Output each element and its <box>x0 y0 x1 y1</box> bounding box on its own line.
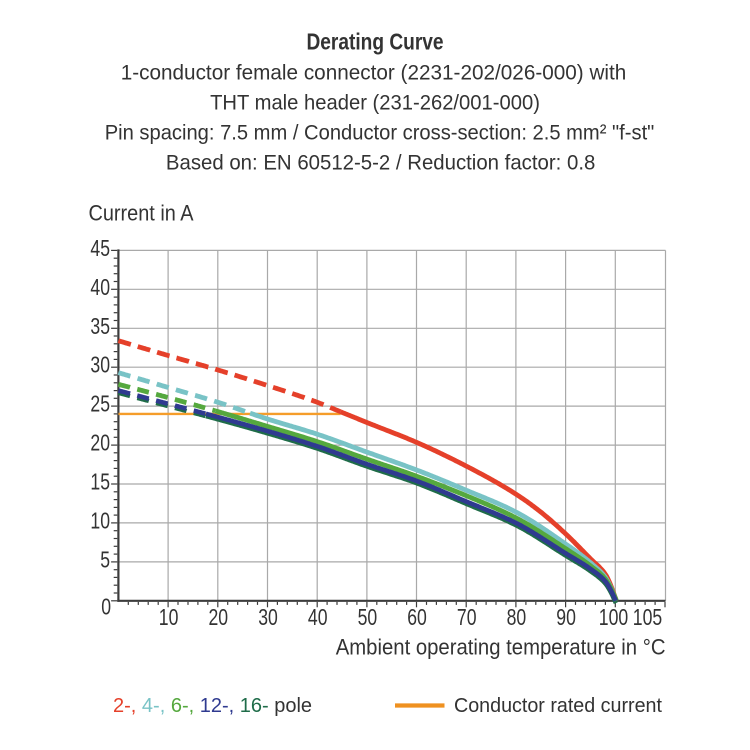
svg-text:5: 5 <box>100 547 110 573</box>
svg-text:20: 20 <box>208 605 228 631</box>
svg-text:0: 0 <box>101 594 111 620</box>
svg-text:20: 20 <box>90 430 110 456</box>
svg-text:1-conductor female connector (: 1-conductor female connector (2231-202/0… <box>121 61 627 84</box>
svg-text:30: 30 <box>90 352 110 378</box>
svg-text:THT male header (231-262/001-0: THT male header (231-262/001-000) <box>210 91 540 115</box>
svg-text:Ambient operating temperature: Ambient operating temperature in °C <box>336 635 666 660</box>
svg-text:40: 40 <box>90 274 110 300</box>
svg-text:40: 40 <box>308 605 328 631</box>
svg-text:Current in A: Current in A <box>89 202 194 226</box>
svg-text:Conductor rated current: Conductor rated current <box>454 695 662 717</box>
svg-text:60: 60 <box>407 605 427 631</box>
svg-text:10: 10 <box>90 508 110 534</box>
svg-text:80: 80 <box>507 605 527 631</box>
svg-text:2-, 4-, 6-, 12-, 16- pole: 2-, 4-, 6-, 12-, 16- pole <box>113 695 312 717</box>
svg-text:10: 10 <box>159 605 179 631</box>
svg-text:30: 30 <box>258 605 278 631</box>
svg-text:45: 45 <box>90 236 110 262</box>
svg-text:25: 25 <box>90 391 110 417</box>
svg-text:70: 70 <box>457 605 477 631</box>
svg-text:90: 90 <box>556 605 576 631</box>
svg-text:Pin spacing: 7.5 mm / Conducto: Pin spacing: 7.5 mm / Conductor cross-se… <box>105 121 655 145</box>
svg-text:105: 105 <box>633 605 662 631</box>
svg-text:100: 100 <box>599 605 628 631</box>
svg-text:35: 35 <box>90 313 110 339</box>
svg-text:50: 50 <box>358 605 378 631</box>
svg-text:Based on: EN 60512-5-2 / Reduc: Based on: EN 60512-5-2 / Reduction facto… <box>166 151 595 175</box>
svg-text:15: 15 <box>90 469 110 495</box>
svg-text:Derating Curve: Derating Curve <box>306 30 443 55</box>
